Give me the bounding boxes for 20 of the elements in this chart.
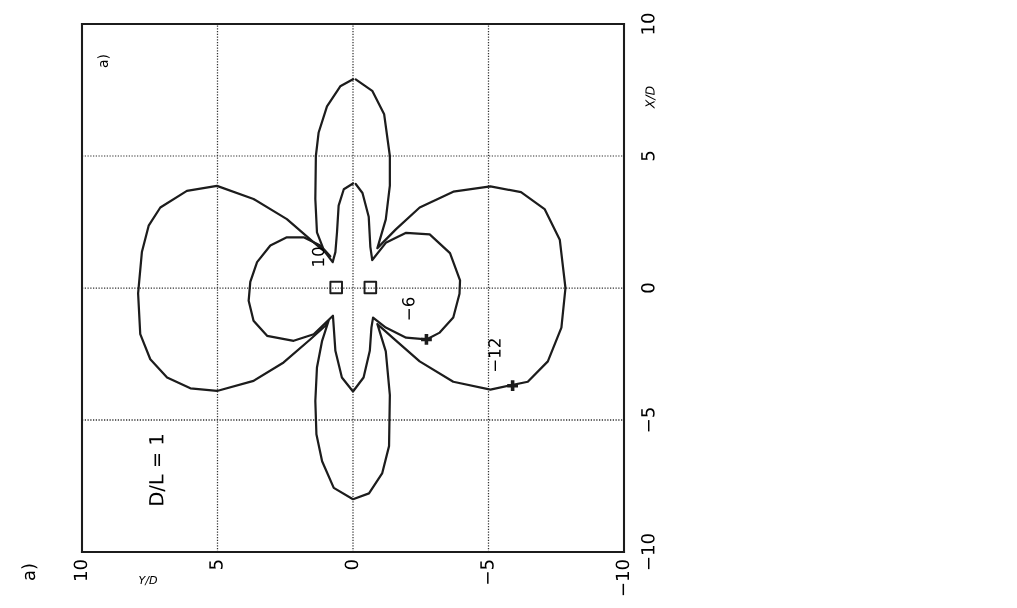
text: a) bbox=[21, 564, 38, 580]
y-tick-label: 0 bbox=[640, 283, 655, 293]
annotation: −6 bbox=[402, 297, 415, 320]
y-tick-label: −5 bbox=[641, 408, 655, 432]
annotation: −12 bbox=[488, 339, 501, 371]
point bbox=[363, 280, 378, 295]
x-tick-label: −10 bbox=[615, 560, 630, 596]
y-axis-title: X/D bbox=[645, 86, 656, 109]
x-axis-title: Y/D bbox=[139, 576, 158, 586]
line-series bbox=[247, 182, 462, 393]
y-tick-label: 5 bbox=[641, 151, 655, 161]
y-tick-label: 10 bbox=[640, 13, 655, 34]
x-tick-label: 5 bbox=[209, 560, 223, 570]
annotation: D/L = 1 bbox=[149, 435, 166, 505]
annotation: a) bbox=[97, 55, 110, 68]
annotation: 10 bbox=[311, 247, 325, 266]
x-tick-label: 10 bbox=[73, 560, 88, 580]
x-tick-label: −5 bbox=[480, 560, 494, 584]
point bbox=[329, 280, 343, 295]
x-tick-label: 0 bbox=[344, 560, 359, 570]
